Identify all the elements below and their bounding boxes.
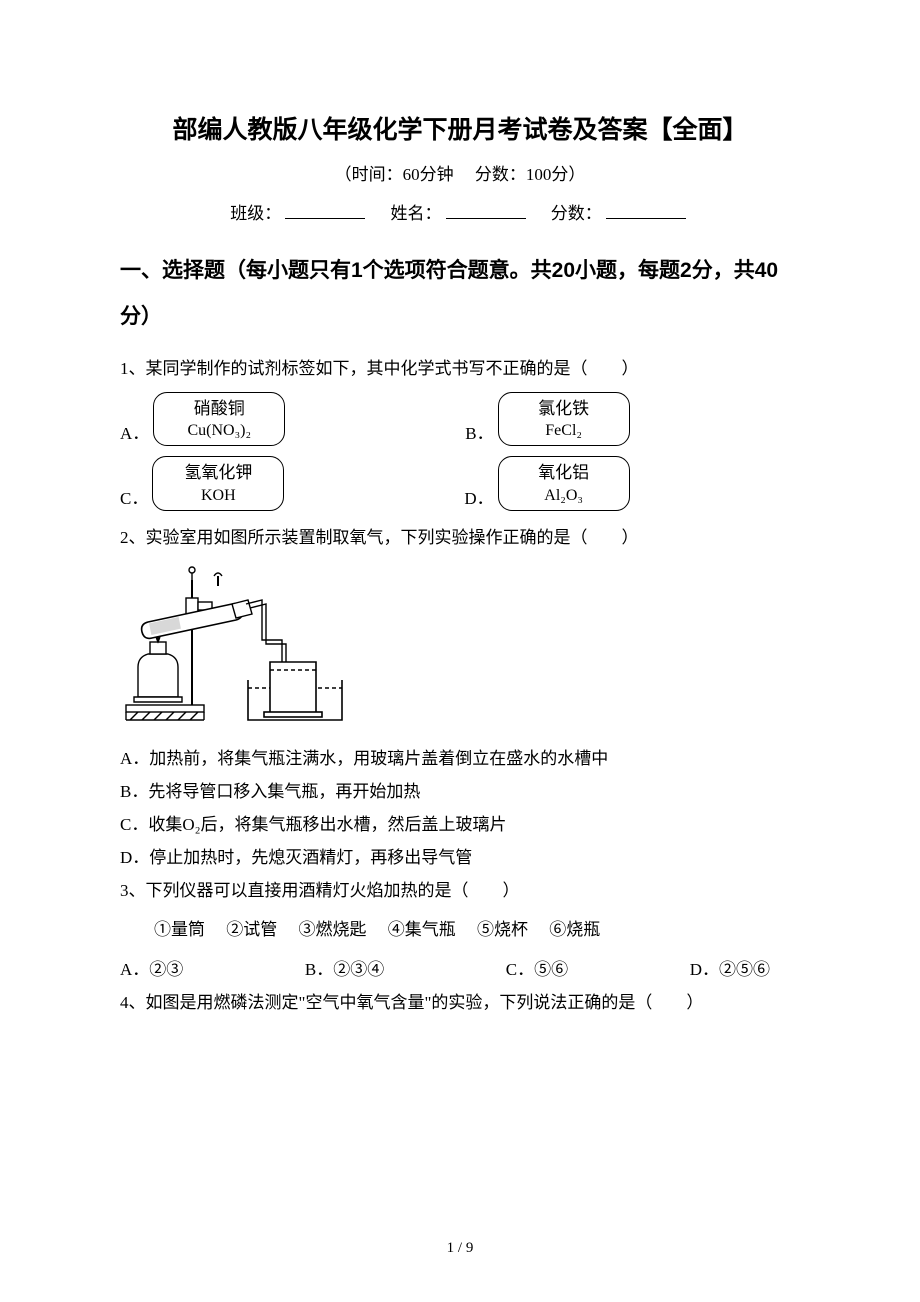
q1-B-label: B． [465,419,493,446]
q1-A-label: A． [120,419,149,446]
page-title: 部编人教版八年级化学下册月考试卷及答案【全面】 [120,110,800,146]
q1-B-name: 氯化铁 [499,398,629,421]
q1-A-name: 硝酸铜 [154,398,284,421]
q3-options: A．②③ B．②③④ C．⑤⑥ D．②⑤⑥ [120,953,800,986]
q2-C: C．收集O₂后，将集气瓶移出水槽，然后盖上玻璃片 [120,808,800,841]
q2-D: D．停止加热时，先熄灭酒精灯，再移出导气管 [120,841,800,874]
student-info-line: 班级： 姓名： 分数： [120,199,800,224]
name-blank [446,204,526,219]
q2-apparatus-diagram [120,562,800,732]
page-number: 1 / 9 [0,1240,920,1257]
q1-C-name: 氢氧化钾 [153,462,283,485]
q1-D-label: D． [464,484,493,511]
q1-A-box: 硝酸铜 Cu(NO₃)₂ [153,392,285,447]
q3-C: C．⑤⑥ [506,953,568,986]
q2-stem: 2、实验室用如图所示装置制取氧气，下列实验操作正确的是（ ） [120,521,800,554]
q1-C-box: 氢氧化钾 KOH [152,456,284,511]
q1-D-formula: Al₂O₃ [499,485,629,507]
q3-D: D．②⑤⑥ [690,953,770,986]
q1-B-formula: FeCl₂ [499,420,629,442]
q3-A: A．②③ [120,953,183,986]
q2-A: A．加热前，将集气瓶注满水，用玻璃片盖着倒立在盛水的水槽中 [120,742,800,775]
q1-row-1: A． 硝酸铜 Cu(NO₃)₂ B． 氯化铁 FeCl₂ [120,392,800,447]
class-label: 班级： [230,204,281,223]
q3-items: ①量筒 ②试管 ③燃烧匙 ④集气瓶 ⑤烧杯 ⑥烧瓶 [120,913,800,946]
name-label: 姓名： [391,204,442,223]
q1-row-2: C． 氢氧化钾 KOH D． 氧化铝 Al₂O₃ [120,456,800,511]
q4-stem: 4、如图是用燃磷法测定"空气中氧气含量"的实验，下列说法正确的是（ ） [120,986,800,1019]
q3-B: B．②③④ [305,953,384,986]
q1-C-label: C． [120,484,148,511]
q3-stem: 3、下列仪器可以直接用酒精灯火焰加热的是（ ） [120,874,800,907]
score-blank [606,204,686,219]
section-1-heading: 一、选择题（每小题只有1个选项符合题意。共20小题，每题2分，共40分） [120,248,800,340]
class-blank [285,204,365,219]
exam-meta: （时间：60分钟 分数：100分） [120,160,800,185]
score-label: 分数： [551,204,602,223]
q1-stem: 1、某同学制作的试剂标签如下，其中化学式书写不正确的是（ ） [120,352,800,385]
q1-C-formula: KOH [153,485,283,507]
q1-B-box: 氯化铁 FeCl₂ [498,392,630,447]
q2-B: B．先将导管口移入集气瓶，再开始加热 [120,775,800,808]
apparatus-svg [120,562,350,727]
q1-D-name: 氧化铝 [499,462,629,485]
q1-D-box: 氧化铝 Al₂O₃ [498,456,630,511]
q1-A-formula: Cu(NO₃)₂ [154,420,284,442]
